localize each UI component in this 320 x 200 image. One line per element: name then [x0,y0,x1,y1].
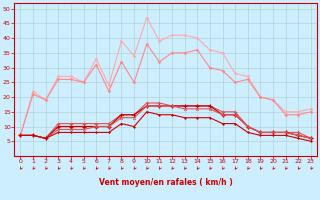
X-axis label: Vent moyen/en rafales ( km/h ): Vent moyen/en rafales ( km/h ) [99,178,233,187]
